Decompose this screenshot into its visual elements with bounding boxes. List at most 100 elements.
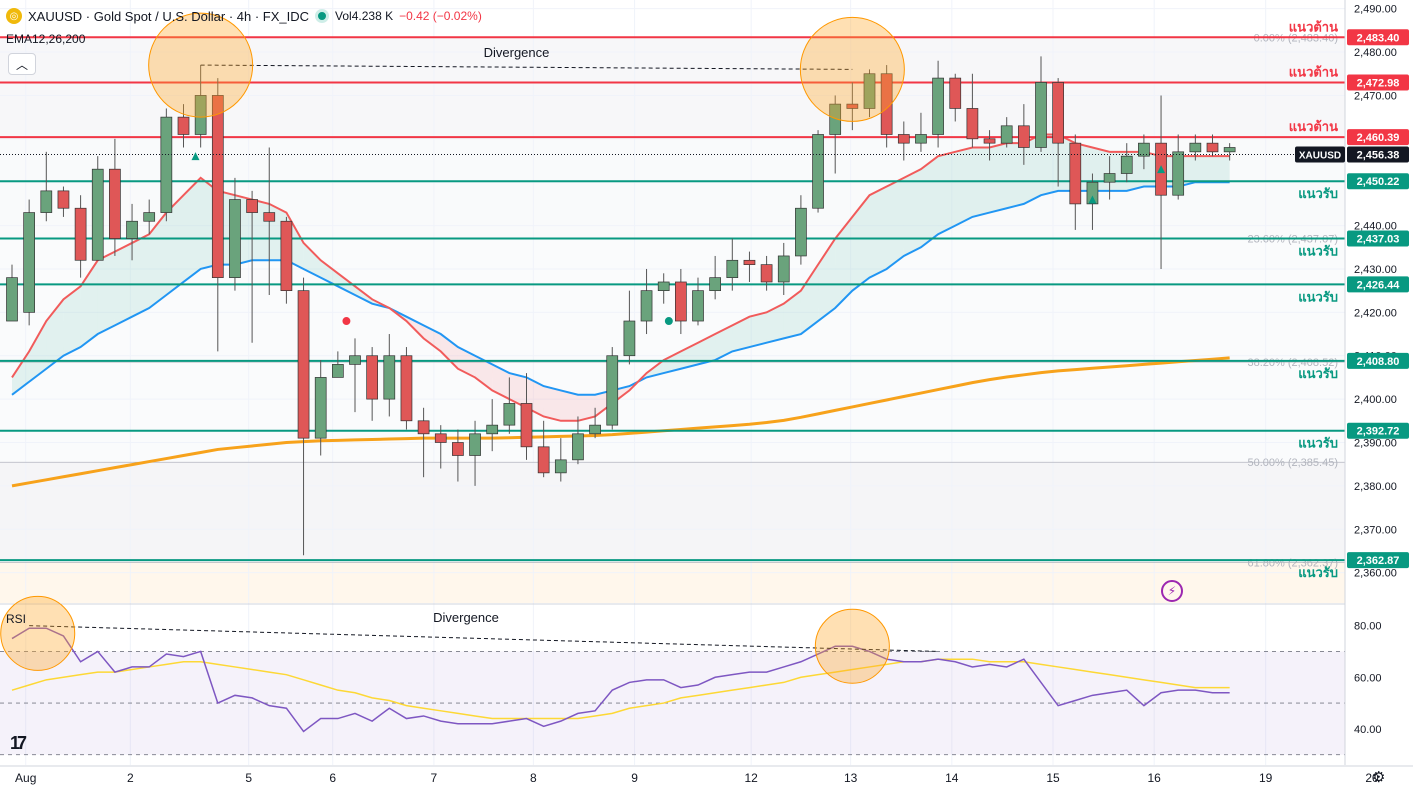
price-tick-label: 2,380.00	[1354, 481, 1397, 493]
level-label: แนวรับ	[1298, 289, 1338, 304]
ema-cloud-segment	[1006, 143, 1024, 209]
fib-label: 50.00% (2,385.45)	[1247, 457, 1338, 469]
candle-body	[91, 168, 104, 261]
candle-body	[1172, 151, 1185, 196]
candle-body	[332, 364, 344, 378]
ema-cloud-segment	[29, 321, 47, 382]
ema-cloud-segment	[800, 264, 819, 335]
current-price-label: 2,456.38	[1357, 150, 1400, 162]
ema-cloud-segment	[1212, 156, 1230, 183]
time-tick-label: 6	[329, 771, 336, 785]
candle-body	[1069, 142, 1082, 205]
ema-cloud-segment	[869, 186, 887, 278]
ema200-line	[11, 356, 1230, 488]
level-price-label: 2,483.40	[1357, 32, 1400, 44]
time-tick-label: 14	[945, 771, 959, 785]
time-tick-label: 15	[1046, 771, 1060, 785]
level-price-label: 2,426.44	[1357, 279, 1401, 291]
level-price-label: 2,392.72	[1357, 426, 1400, 438]
candle-body	[880, 73, 893, 135]
ema-cloud-segment	[183, 177, 201, 282]
candle-body	[297, 290, 310, 439]
candle-body	[606, 355, 619, 426]
chart-header: ◎ XAUUSD · Gold Spot / U.S. Dollar · 4h …	[6, 6, 482, 26]
candle-body	[1035, 82, 1047, 148]
highlight-circle	[148, 12, 254, 118]
ema-cloud-segment	[560, 390, 578, 421]
candle-body	[795, 207, 807, 257]
ema-cloud-segment	[1023, 134, 1041, 204]
lightning-icon[interactable]: ⚡	[1161, 580, 1183, 602]
candle-body	[40, 190, 53, 213]
candle-body	[1189, 142, 1202, 153]
ema-cloud-segment	[80, 260, 98, 348]
gold-coin-icon: ◎	[6, 8, 22, 24]
ema-cloud-segment	[132, 234, 150, 317]
candle-body	[503, 403, 516, 426]
zone-fib-236-50	[0, 238, 1345, 463]
ema-cloud-segment	[715, 325, 733, 361]
candle-body	[452, 442, 464, 456]
rsi-indicator-label[interactable]: RSI	[6, 612, 27, 626]
rsi-tick-label: 40.00	[1354, 724, 1382, 736]
candle-body	[469, 433, 481, 456]
candle-body	[1000, 125, 1013, 144]
ema-cloud-segment	[1195, 156, 1213, 183]
level-price-tag	[1347, 129, 1409, 146]
ema-indicator-label[interactable]: EMA12,26,200	[6, 32, 86, 46]
current-price-tag	[1347, 146, 1409, 163]
candle-body	[743, 259, 756, 265]
price-tick-label: 2,400.00	[1354, 394, 1397, 406]
candle-body	[829, 103, 842, 135]
candle-body	[57, 190, 70, 209]
rsi-highlight-circle	[0, 595, 76, 671]
candle-body	[640, 290, 653, 322]
candle-body	[1052, 82, 1065, 144]
divergence-line	[200, 64, 853, 70]
level-price-tag	[1347, 74, 1409, 91]
time-tick-label: Aug	[15, 771, 36, 785]
level-price-label: 2,460.39	[1357, 132, 1400, 144]
level-label: แนวต้าน	[1289, 19, 1338, 34]
zone-resistance	[0, 37, 1345, 138]
candle-body	[211, 95, 224, 278]
price-change: −0.42 (−0.02%)	[399, 9, 482, 23]
candle-body	[983, 138, 996, 144]
candle-body	[1086, 181, 1099, 205]
candle-body	[400, 355, 413, 422]
candle-body	[709, 277, 722, 292]
candle-body	[143, 212, 156, 222]
ema-cloud-segment	[680, 342, 698, 369]
symbol-tag	[1295, 146, 1345, 163]
level-label: แนวรับ	[1298, 186, 1338, 201]
price-tick-label: 2,440.00	[1354, 221, 1397, 233]
candle-body	[657, 281, 670, 292]
chevron-up-icon[interactable]: ︿	[8, 53, 36, 75]
level-price-label: 2,362.87	[1357, 555, 1400, 567]
candle-body	[486, 424, 499, 435]
candle-body	[897, 134, 910, 144]
ema-cloud-segment	[475, 355, 493, 391]
level-price-label: 2,450.22	[1357, 176, 1400, 188]
rsi-tick-label: 60.00	[1354, 672, 1382, 684]
ema-cloud-segment	[903, 169, 921, 256]
time-tick-label: 13	[844, 771, 858, 785]
ema-cloud-segment	[732, 316, 750, 352]
level-price-tag	[1347, 422, 1409, 439]
ema-cloud-segment	[766, 303, 784, 343]
tradingview-logo-icon[interactable]: 17	[10, 733, 27, 753]
candle-body	[160, 116, 173, 213]
candle-body	[6, 277, 18, 322]
ema-cloud-segment	[920, 156, 939, 248]
price-tick-label: 2,470.00	[1354, 90, 1397, 102]
candle-body	[23, 212, 35, 313]
candle-body	[246, 199, 258, 213]
time-tick-label: 5	[245, 771, 252, 785]
symbol-title[interactable]: XAUUSD · Gold Spot / U.S. Dollar · 4h · …	[28, 8, 310, 24]
gear-icon[interactable]: ⚙	[1372, 769, 1386, 786]
market-status-icon	[315, 9, 330, 23]
price-tick-label: 2,420.00	[1354, 307, 1397, 319]
time-tick-label: 20	[1365, 771, 1379, 785]
symbol-tag-label: XAUUSD	[1299, 151, 1341, 162]
